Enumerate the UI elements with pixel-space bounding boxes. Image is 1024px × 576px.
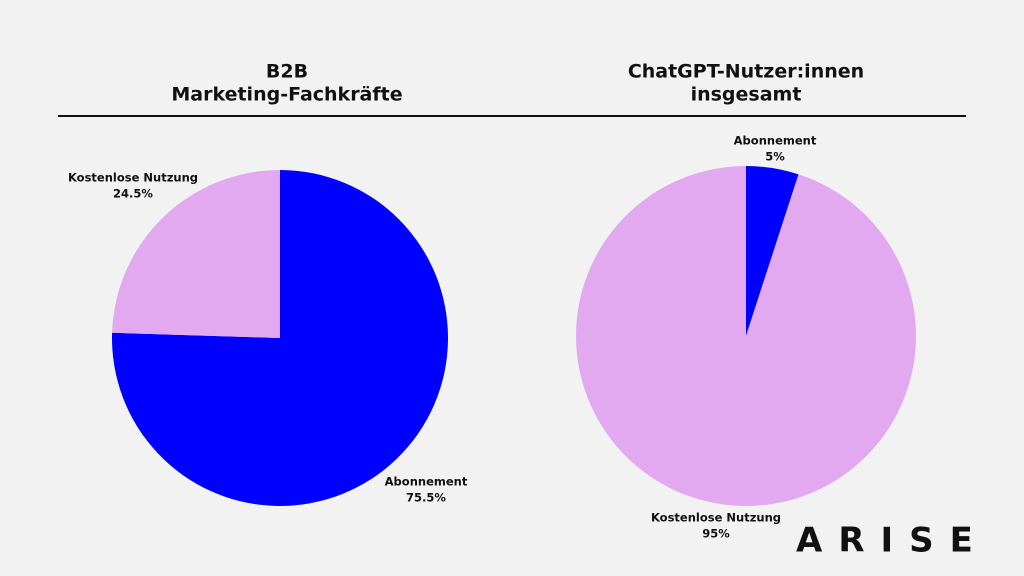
chart-title: ChatGPT-Nutzer:innen bbox=[628, 61, 864, 83]
slice-value: 24.5% bbox=[113, 187, 153, 201]
slice-label: Abonnement bbox=[385, 475, 468, 489]
slice-value: 5% bbox=[765, 150, 785, 164]
slice-label: Kostenlose Nutzung bbox=[651, 511, 781, 525]
slice-value: 95% bbox=[702, 527, 730, 541]
logo: ARISE bbox=[796, 521, 989, 561]
slice-value: 75.5% bbox=[406, 491, 446, 505]
chart-title: B2B bbox=[266, 61, 308, 83]
slice-label: Abonnement bbox=[734, 134, 817, 148]
slice-label: Kostenlose Nutzung bbox=[68, 171, 198, 185]
pie-slice bbox=[746, 166, 799, 336]
chart-title: Marketing-Fachkräfte bbox=[171, 84, 402, 106]
pie-slice bbox=[112, 170, 280, 338]
chart-title: insgesamt bbox=[691, 84, 802, 106]
pie-slice bbox=[575, 166, 916, 506]
